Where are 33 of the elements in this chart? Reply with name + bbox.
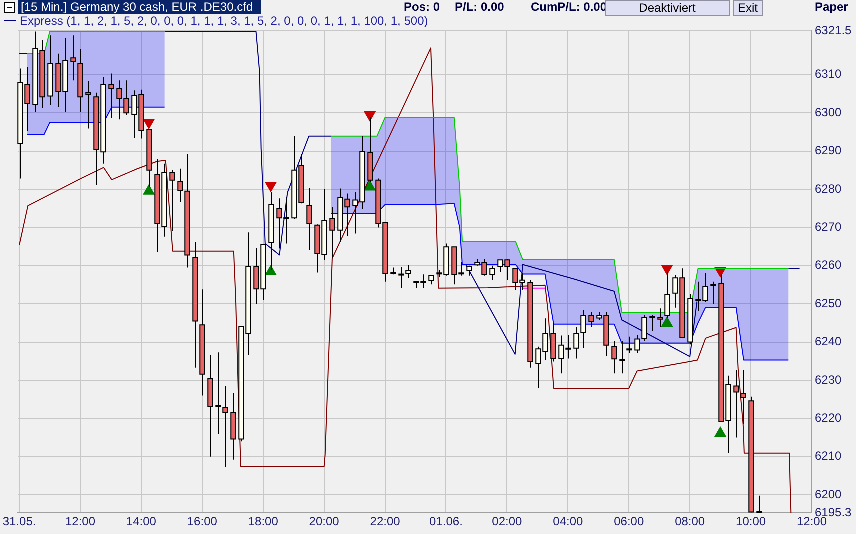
x-tick-label: 02:00 (492, 514, 523, 529)
x-tick-label: 22:00 (370, 514, 401, 529)
x-tick-label: 18:00 (248, 514, 279, 529)
x-tick-label: 06:00 (614, 514, 644, 529)
y-tick-label: 6210 (815, 449, 842, 464)
text: Exit (733, 0, 763, 16)
x-tick-label: 16:00 (187, 514, 218, 529)
y-tick-label: 6240 (815, 334, 842, 349)
text: Pos: 0 (404, 0, 440, 14)
y-tick-label: 6300 (815, 105, 842, 120)
x-tick-label: 20:00 (309, 514, 340, 529)
chart-subtitle: Express (1, 1, 2, 1, 5, 2, 0, 0, 0, 1, 1, 1, 3, 1, 5, 2, 0, 0, 0, 1, 1, 1, 100, 1, 500) (20, 14, 428, 28)
x-tick-label: 01.06. (430, 514, 463, 529)
y-tick-label: 6310 (815, 67, 842, 82)
y-tick-label: 6200 (815, 487, 842, 502)
x-tick-label: 31.05. (2, 514, 36, 529)
text: P/L: 0.00 (455, 0, 504, 14)
text: Deaktiviert (639, 1, 696, 15)
y-tick-label: 6270 (815, 220, 842, 234)
y-tick-label: 6280 (815, 182, 842, 196)
x-tick-label: 12:00 (65, 514, 96, 529)
y-tick-label: 6321.5 (815, 23, 852, 38)
x-tick-label: 04:00 (553, 514, 584, 529)
chart-title: [15 Min.] Germany 30 cash, EUR .DE30.cfd (18, 0, 262, 14)
y-tick-label: 6220 (815, 410, 842, 425)
text: Paper (815, 0, 848, 14)
y-tick-label: 6260 (815, 258, 842, 272)
y-tick-label: 6290 (815, 144, 842, 158)
y-tick-label: 6230 (815, 372, 842, 387)
x-tick-label: 10:00 (736, 514, 766, 529)
x-tick-label: 14:00 (126, 514, 157, 529)
x-tick-label: 08:00 (675, 514, 706, 529)
y-tick-label: 6250 (815, 296, 842, 310)
